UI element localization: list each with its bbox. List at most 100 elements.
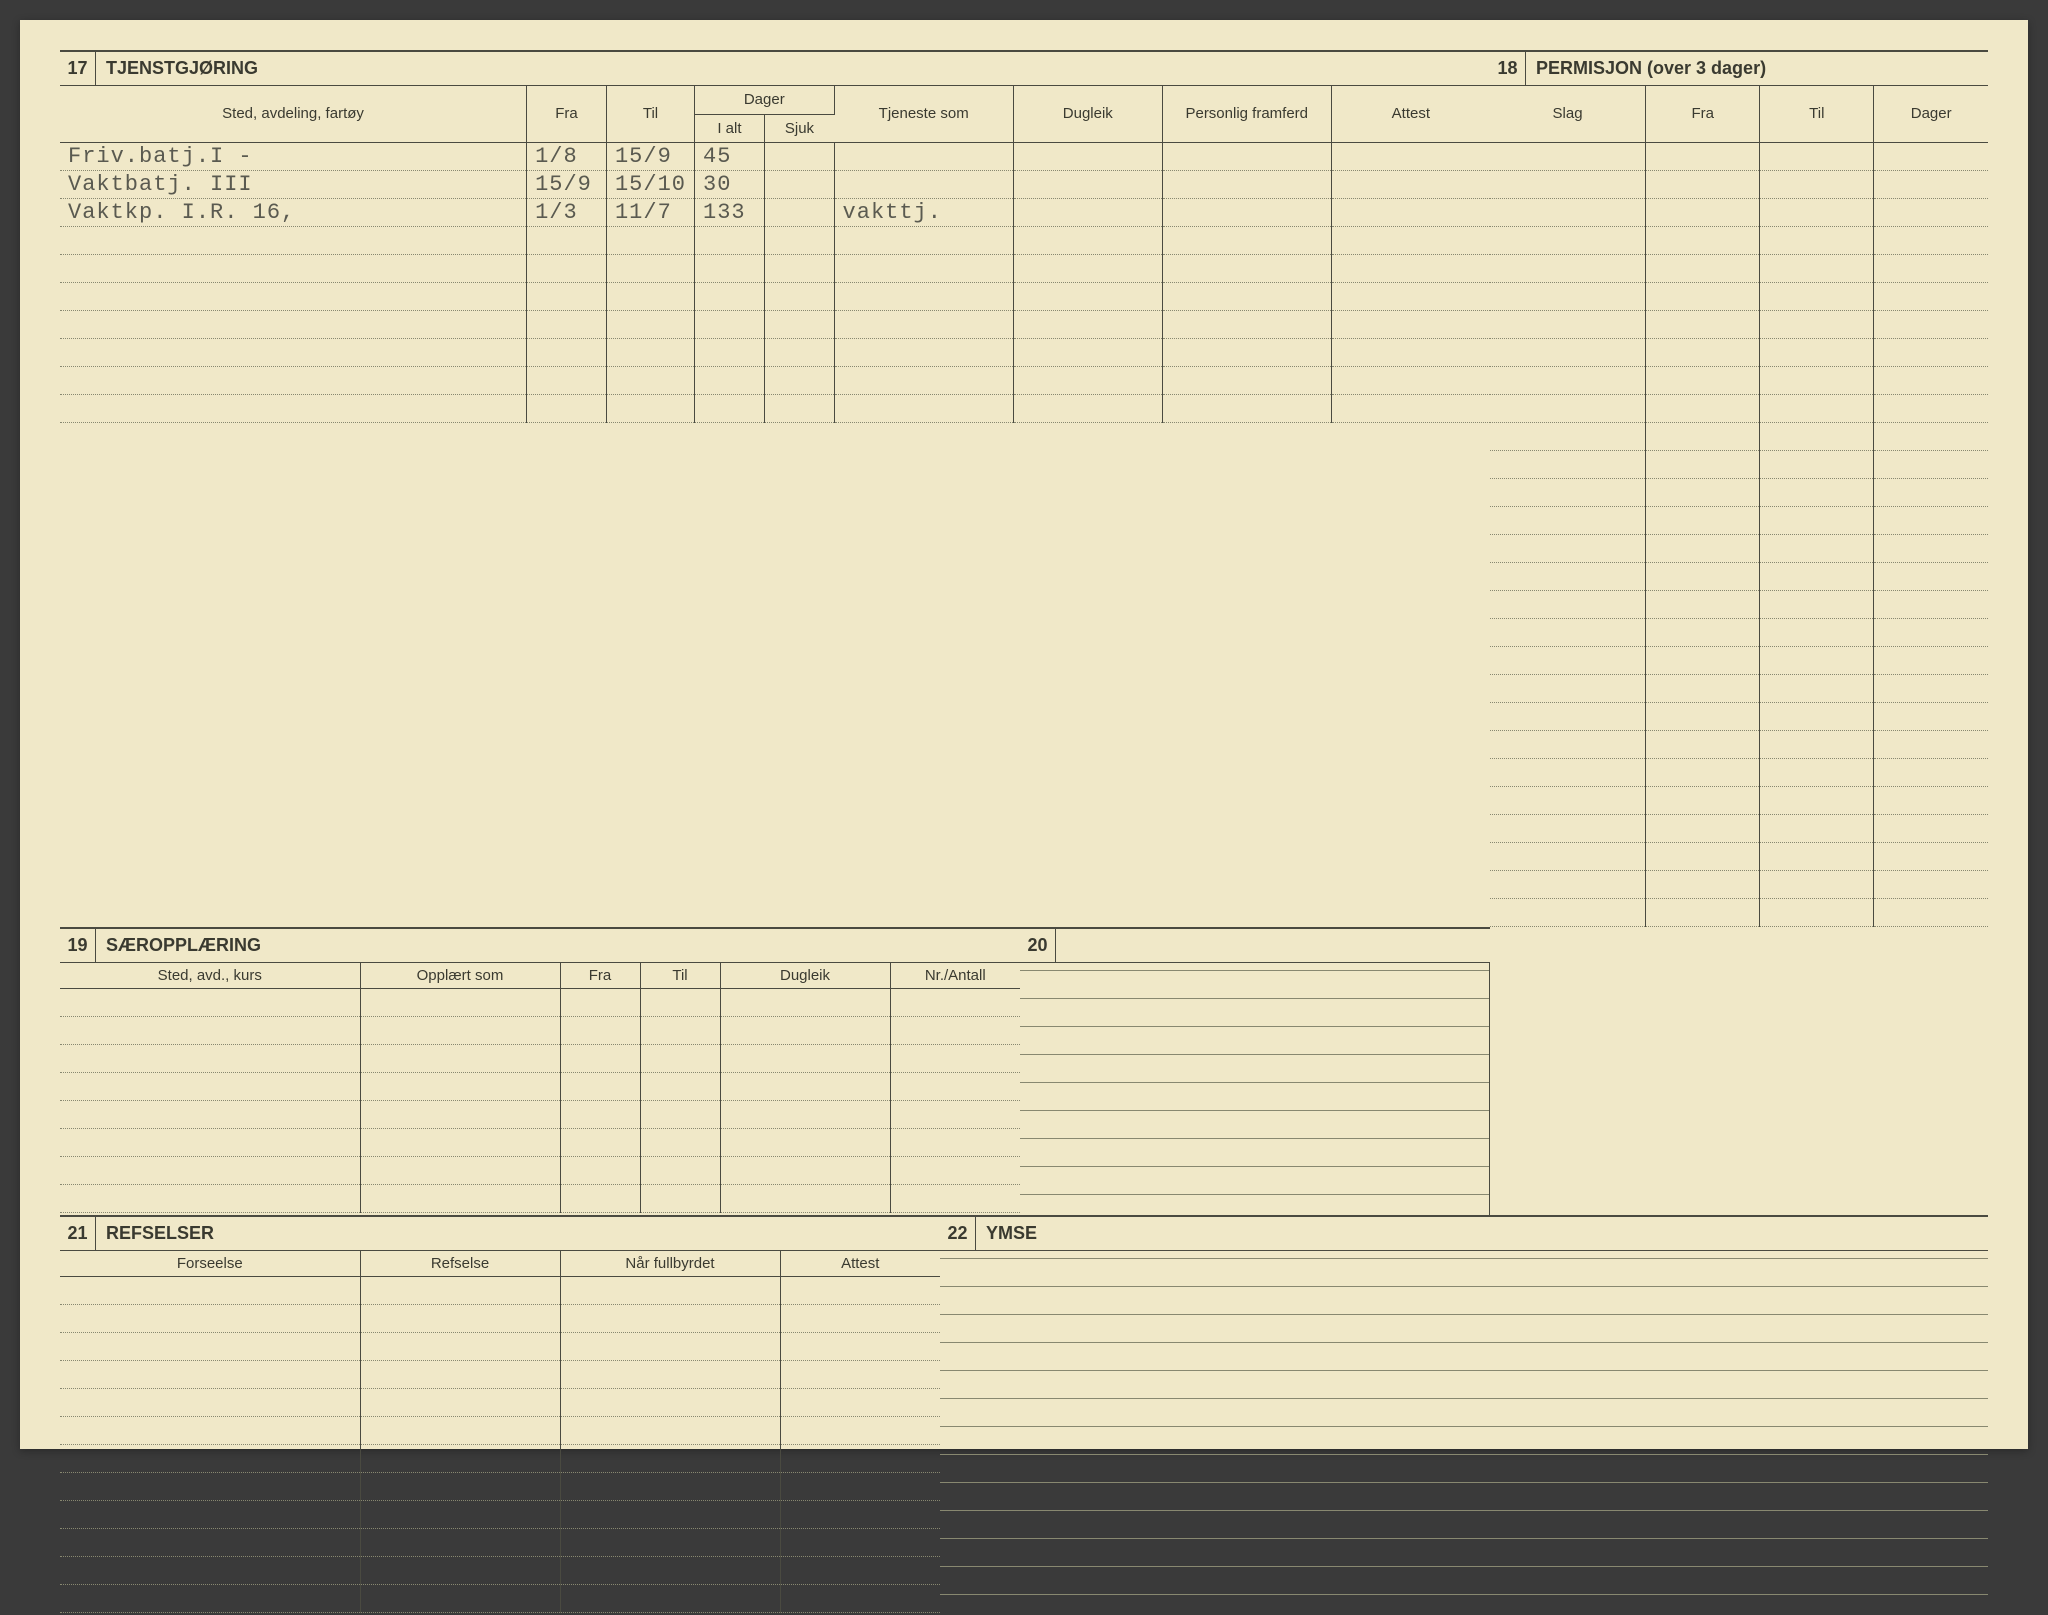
table-cell	[1646, 618, 1760, 646]
table-cell	[764, 254, 834, 282]
table-row	[1490, 310, 1988, 338]
table-cell	[1874, 450, 1988, 478]
table-cell	[1760, 478, 1874, 506]
table-cell	[1760, 254, 1874, 282]
table-cell	[1874, 366, 1988, 394]
table-cell	[1874, 534, 1988, 562]
table-cell	[1162, 170, 1331, 198]
table-cell	[60, 1416, 360, 1444]
table-cell	[890, 1044, 1020, 1072]
table-cell	[640, 1044, 720, 1072]
table-cell	[560, 1156, 640, 1184]
table-cell	[1646, 170, 1760, 198]
table-cell	[360, 1500, 560, 1528]
table-cell	[764, 142, 834, 170]
table-cell	[527, 310, 607, 338]
table-row	[60, 1016, 1020, 1044]
table-cell	[60, 1100, 360, 1128]
table-cell	[606, 394, 694, 422]
table-cell: Vaktbatj. III	[60, 170, 527, 198]
col-dager: Dager	[695, 86, 835, 114]
table-cell	[1331, 282, 1490, 310]
table-cell	[1760, 702, 1874, 730]
table-cell	[60, 1584, 360, 1612]
table-cell	[360, 1156, 560, 1184]
table-cell	[1760, 394, 1874, 422]
table-cell	[720, 1044, 890, 1072]
table-row	[60, 1128, 1020, 1156]
table-cell	[60, 1444, 360, 1472]
col-nr: Nr./Antall	[890, 963, 1020, 989]
table-cell	[695, 282, 765, 310]
table-cell	[1760, 170, 1874, 198]
section-21-title: REFSELSER	[96, 1223, 214, 1244]
table-cell	[1874, 730, 1988, 758]
col-fra: Fra	[527, 86, 607, 142]
table-cell	[1760, 842, 1874, 870]
table-cell	[890, 1100, 1020, 1128]
table-row	[60, 282, 1490, 310]
table-cell	[360, 988, 560, 1016]
table-row	[1490, 226, 1988, 254]
table-cell	[360, 1388, 560, 1416]
table-cell	[695, 394, 765, 422]
table-cell	[60, 366, 527, 394]
table-cell	[1490, 478, 1646, 506]
table-cell	[1490, 282, 1646, 310]
table-cell	[780, 1500, 940, 1528]
table-cell	[720, 988, 890, 1016]
col-dager18: Dager	[1874, 86, 1988, 142]
col-tjeneste: Tjeneste som	[834, 86, 1013, 142]
table-row: Friv.batj.I -1/815/945	[60, 142, 1490, 170]
table-cell	[1646, 898, 1760, 926]
table-cell	[360, 1044, 560, 1072]
table-cell	[780, 1444, 940, 1472]
table-cell	[1490, 338, 1646, 366]
table-row	[1490, 422, 1988, 450]
table-cell	[1646, 506, 1760, 534]
table-cell	[1013, 226, 1162, 254]
table-cell	[606, 366, 694, 394]
table-cell	[1490, 226, 1646, 254]
table-cell	[527, 254, 607, 282]
table-cell	[1162, 282, 1331, 310]
table-cell	[1646, 702, 1760, 730]
table-cell	[1646, 730, 1760, 758]
table-cell	[640, 1072, 720, 1100]
table-cell	[1874, 786, 1988, 814]
table-cell	[1874, 478, 1988, 506]
table-cell	[1013, 310, 1162, 338]
table-cell	[1760, 646, 1874, 674]
table-cell	[1874, 674, 1988, 702]
table-cell: 1/3	[527, 198, 607, 226]
table-cell	[890, 988, 1020, 1016]
table-cell	[1490, 842, 1646, 870]
table-cell	[1646, 394, 1760, 422]
table-cell	[1490, 310, 1646, 338]
table-cell	[834, 338, 1013, 366]
table-cell	[1760, 198, 1874, 226]
table-cell	[1162, 338, 1331, 366]
table-row	[60, 1184, 1020, 1212]
col-til19: Til	[640, 963, 720, 989]
table-cell	[720, 1100, 890, 1128]
table-row	[60, 1416, 940, 1444]
table-cell	[360, 1100, 560, 1128]
table-row	[60, 1584, 940, 1612]
table-cell	[1646, 786, 1760, 814]
table-cell	[1760, 618, 1874, 646]
table-cell	[780, 1276, 940, 1304]
table-cell	[1646, 870, 1760, 898]
table-cell	[1760, 786, 1874, 814]
table-cell	[1874, 394, 1988, 422]
table-row	[1490, 590, 1988, 618]
table-cell	[560, 1416, 780, 1444]
col-sted19: Sted, avd., kurs	[60, 963, 360, 989]
section-20-num: 20	[1020, 929, 1056, 962]
table-cell	[1760, 730, 1874, 758]
table-cell	[560, 1528, 780, 1556]
col-sted: Sted, avdeling, fartøy	[60, 86, 527, 142]
table-cell	[720, 1016, 890, 1044]
section-22-num: 22	[940, 1217, 976, 1250]
table-cell	[1874, 198, 1988, 226]
